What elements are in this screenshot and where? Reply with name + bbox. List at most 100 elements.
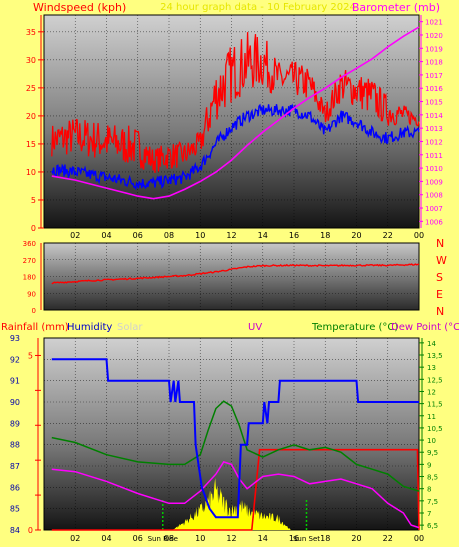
humidity-label: Humidity: [67, 322, 112, 333]
x-tick-label: 20: [351, 231, 361, 240]
x-tick-label: 22: [383, 534, 393, 543]
y-tick-label: 90: [27, 290, 36, 298]
x-tick-label: 06: [133, 231, 143, 240]
temp-tick-label: 7,5: [427, 498, 438, 506]
rainfall-label: Rainfall (mm): [1, 322, 69, 333]
temp-tick-label: 12,5: [427, 376, 443, 384]
temp-tick-label: 11,5: [427, 401, 443, 409]
compass-label: N: [436, 237, 444, 250]
panel-rain-humidity-temp-rain-axis: 05: [28, 338, 41, 535]
y-right-tick-label: 1014: [425, 112, 443, 120]
y-right-tick-label: 1018: [425, 59, 443, 67]
humidity-tick-label: 93: [10, 334, 20, 343]
humidity-tick-label: 86: [10, 483, 20, 492]
temperature-label: Temperature (°C): [311, 322, 398, 333]
temp-tick-label: 10: [427, 437, 436, 445]
x-tick-label: 08: [164, 534, 174, 543]
x-tick-label: 06: [133, 534, 143, 543]
temp-tick-label: 9: [427, 461, 431, 469]
panel-wind-baro-grid: [44, 15, 420, 229]
temp-tick-label: 13: [427, 364, 436, 372]
sunrise-label: Sun Rise: [148, 535, 178, 543]
panel-wind-baro-right-axis: 1006 1007 1008 1009 1010 1011 1012 1013 1014 1015…: [419, 15, 443, 228]
panel-wind-direction-series: [51, 263, 420, 285]
y-tick-label: 270: [23, 257, 36, 265]
humidity-tick-label: 91: [10, 377, 20, 386]
y-left-tick-label: 25: [26, 84, 36, 93]
sunset-label: Sun Set: [293, 535, 320, 543]
x-tick-label: 14: [258, 231, 268, 240]
humidity-series-line: [51, 358, 419, 519]
temp-tick-label: 10,5: [427, 425, 443, 433]
humidity-tick-label: 92: [10, 355, 20, 364]
panel-rain-humidity-temp-temp-axis: 6,5 7 7,5 8 8,5 9 9,5 10 10,5 11 11,5 12 12,5 13 13,5 1…: [419, 338, 443, 530]
temp-tick-label: 7: [427, 510, 431, 518]
x-tick-label: 20: [351, 534, 361, 543]
header-windspeed-label: Windspeed (kph): [33, 1, 126, 14]
dewpoint-label: Dew Point (°C): [391, 322, 459, 333]
y-right-tick-label: 1019: [425, 45, 443, 53]
x-tick-label: 10: [195, 534, 205, 543]
y-right-tick-label: 1017: [425, 72, 443, 80]
y-right-tick-label: 1013: [425, 125, 443, 133]
x-tick-label: 00: [414, 231, 424, 240]
x-tick-label: 22: [383, 231, 393, 240]
temp-tick-label: 8,5: [427, 474, 438, 482]
humidity-tick-label: 87: [10, 462, 20, 471]
y-right-tick-label: 1015: [425, 99, 443, 107]
compass-label: S: [436, 271, 443, 284]
humidity-tick-label: 85: [10, 505, 20, 514]
panel-rain-humidity-temp-series: [51, 358, 420, 531]
rain-tick-label: 0: [28, 526, 33, 535]
x-tick-label: 04: [101, 534, 111, 543]
temp-tick-label: 11: [427, 413, 436, 421]
y-right-tick-label: 1008: [425, 192, 443, 200]
uv-label: UV: [248, 322, 262, 333]
header-title: 24 hour graph data - 10 February 2024: [160, 2, 356, 13]
y-right-tick-label: 1009: [425, 178, 443, 186]
y-left-tick-label: 20: [26, 112, 36, 121]
panel-wind-baro-x-axis: 02 04 06 08 10 12 14 16 18 20 22 00: [70, 231, 424, 240]
rain-tick-label: 5: [28, 351, 33, 360]
y-tick-label: 180: [23, 274, 36, 282]
temp-tick-label: 8: [427, 486, 431, 494]
y-left-tick-label: 15: [26, 140, 36, 149]
y-left-tick-label: 10: [26, 168, 36, 177]
barometer-series-line: [51, 26, 420, 200]
humidity-tick-label: 90: [10, 398, 20, 407]
x-tick-label: 18: [320, 231, 330, 240]
humidity-tick-label: 88: [10, 441, 20, 450]
humidity-tick-label: 89: [10, 419, 20, 428]
x-tick-label: 12: [226, 534, 236, 543]
y-right-tick-label: 1006: [425, 218, 443, 226]
compass-label: N: [436, 305, 444, 318]
x-tick-label: 18: [320, 534, 330, 543]
header-barometer-label: Barometer (mb): [352, 1, 440, 14]
x-tick-label: 08: [164, 231, 174, 240]
x-tick-label: 14: [258, 534, 268, 543]
panel-wind-baro-series: [51, 26, 420, 200]
panel-rain-humidity-temp-x-axis: 02 04 06 08 10 12 14 16 18 20 22 00 Sun Rise Sun Set: [70, 534, 424, 543]
y-right-tick-label: 1020: [425, 32, 443, 40]
x-tick-label: 04: [101, 231, 111, 240]
y-left-tick-label: 0: [31, 224, 36, 233]
wind-direction-series-line: [51, 263, 420, 285]
solar-label: Solar: [117, 322, 143, 333]
y-left-tick-label: 35: [26, 28, 36, 37]
y-right-tick-label: 1007: [425, 205, 443, 213]
panel-wind-baro-left-axis: 0 5 10 15 20 25 30 35: [26, 15, 44, 233]
x-tick-label: 00: [414, 534, 424, 543]
gust-series-line: [51, 32, 420, 173]
y-right-tick-label: 1021: [425, 19, 443, 27]
x-tick-label: 02: [70, 231, 80, 240]
y-right-tick-label: 1012: [425, 138, 443, 146]
x-tick-label: 02: [70, 534, 80, 543]
rainfall-series-line: [51, 448, 420, 531]
x-tick-label: 12: [226, 231, 236, 240]
compass-label: E: [436, 288, 443, 301]
x-tick-label: 10: [195, 231, 205, 240]
y-left-tick-label: 30: [26, 56, 36, 65]
